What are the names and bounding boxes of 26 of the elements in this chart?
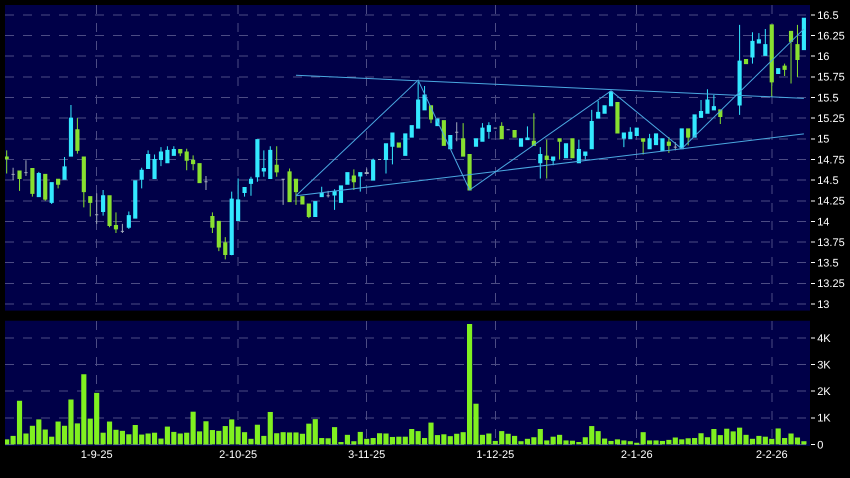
y-tick-label: 16.5	[817, 10, 839, 22]
y-tick-label: 13	[817, 298, 830, 311]
x-tick-label: 2-1-26	[620, 449, 653, 461]
y-tick-label: 16.25	[817, 30, 845, 42]
y-tick-label: 15	[817, 134, 830, 146]
y-tick-label: 13.5	[817, 258, 839, 270]
y-tick-label: 16	[817, 51, 830, 64]
x-tick-label: 3-11-25	[348, 449, 386, 461]
y-tick-label: 0	[817, 439, 824, 452]
y-tick-label: 15.5	[817, 92, 839, 104]
x-tick-label: 1-12-25	[476, 449, 514, 461]
y-tick-label: 3K	[817, 359, 832, 372]
y-tick-label: 2K	[817, 386, 832, 398]
y-tick-label: 14.25	[817, 196, 845, 208]
y-tick-label: 13.25	[817, 278, 845, 290]
y-tick-label: 1K	[817, 412, 832, 425]
y-tick-label: 13.75	[817, 236, 845, 249]
y-tick-label: 4K	[817, 332, 832, 345]
x-tick-label: 2-10-25	[219, 449, 258, 461]
y-tick-label: 15.25	[817, 113, 845, 126]
y-tick-label: 15.75	[817, 72, 845, 84]
x-tick-label: 1-9-25	[80, 449, 113, 461]
y-tick-label: 14.5	[817, 174, 839, 187]
y-tick-label: 14	[817, 216, 830, 228]
y-tick-label: 14.75	[817, 154, 845, 166]
x-tick-label: 2-2-26	[756, 449, 788, 461]
